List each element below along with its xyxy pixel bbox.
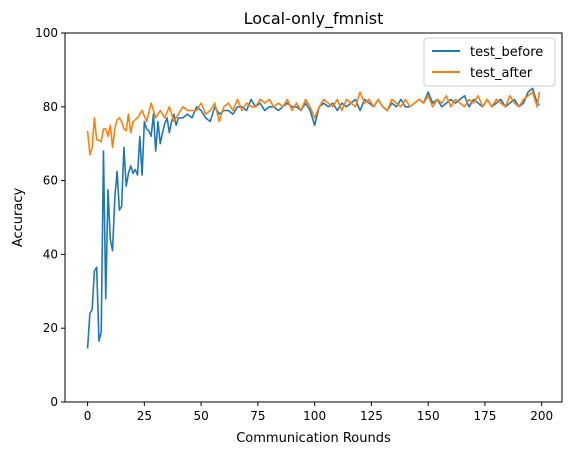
- x-tick-label: 75: [250, 409, 265, 423]
- y-tick-label: 40: [43, 247, 58, 261]
- series-line-test-before: [86, 87, 540, 349]
- x-tick-label: 25: [137, 409, 152, 423]
- legend-label-test-before: test_before: [470, 45, 543, 60]
- y-tick-label: 60: [43, 174, 58, 188]
- axes-layer: 0 25 50 75 100 125 150 175 200 0 20 40 60 80 100: [35, 26, 553, 423]
- chart-title: Local-only_fmnist: [244, 9, 384, 29]
- plot-area-background: [65, 33, 562, 402]
- x-tick-label: 200: [530, 409, 553, 423]
- x-tick-label: 0: [84, 409, 92, 423]
- x-axis-label: Communication Rounds: [236, 431, 391, 446]
- plot-frame: [64, 32, 563, 403]
- y-tick-label: 20: [43, 321, 58, 335]
- series-line-test-after: [86, 91, 541, 156]
- x-tick-label: 100: [303, 409, 326, 423]
- series-layer: [86, 87, 541, 349]
- x-tick-label: 125: [360, 409, 383, 423]
- legend-label-test-after: test_after: [470, 66, 533, 81]
- x-tick-label: 175: [473, 409, 496, 423]
- y-tick-label: 80: [43, 100, 58, 114]
- y-axis-label: Accuracy: [11, 188, 26, 248]
- y-tick-label: 0: [50, 395, 58, 409]
- y-tick-label: 100: [35, 26, 58, 40]
- x-tick-label: 50: [193, 409, 208, 423]
- legend: test_before test_after: [423, 37, 556, 87]
- x-tick-label: 150: [417, 409, 440, 423]
